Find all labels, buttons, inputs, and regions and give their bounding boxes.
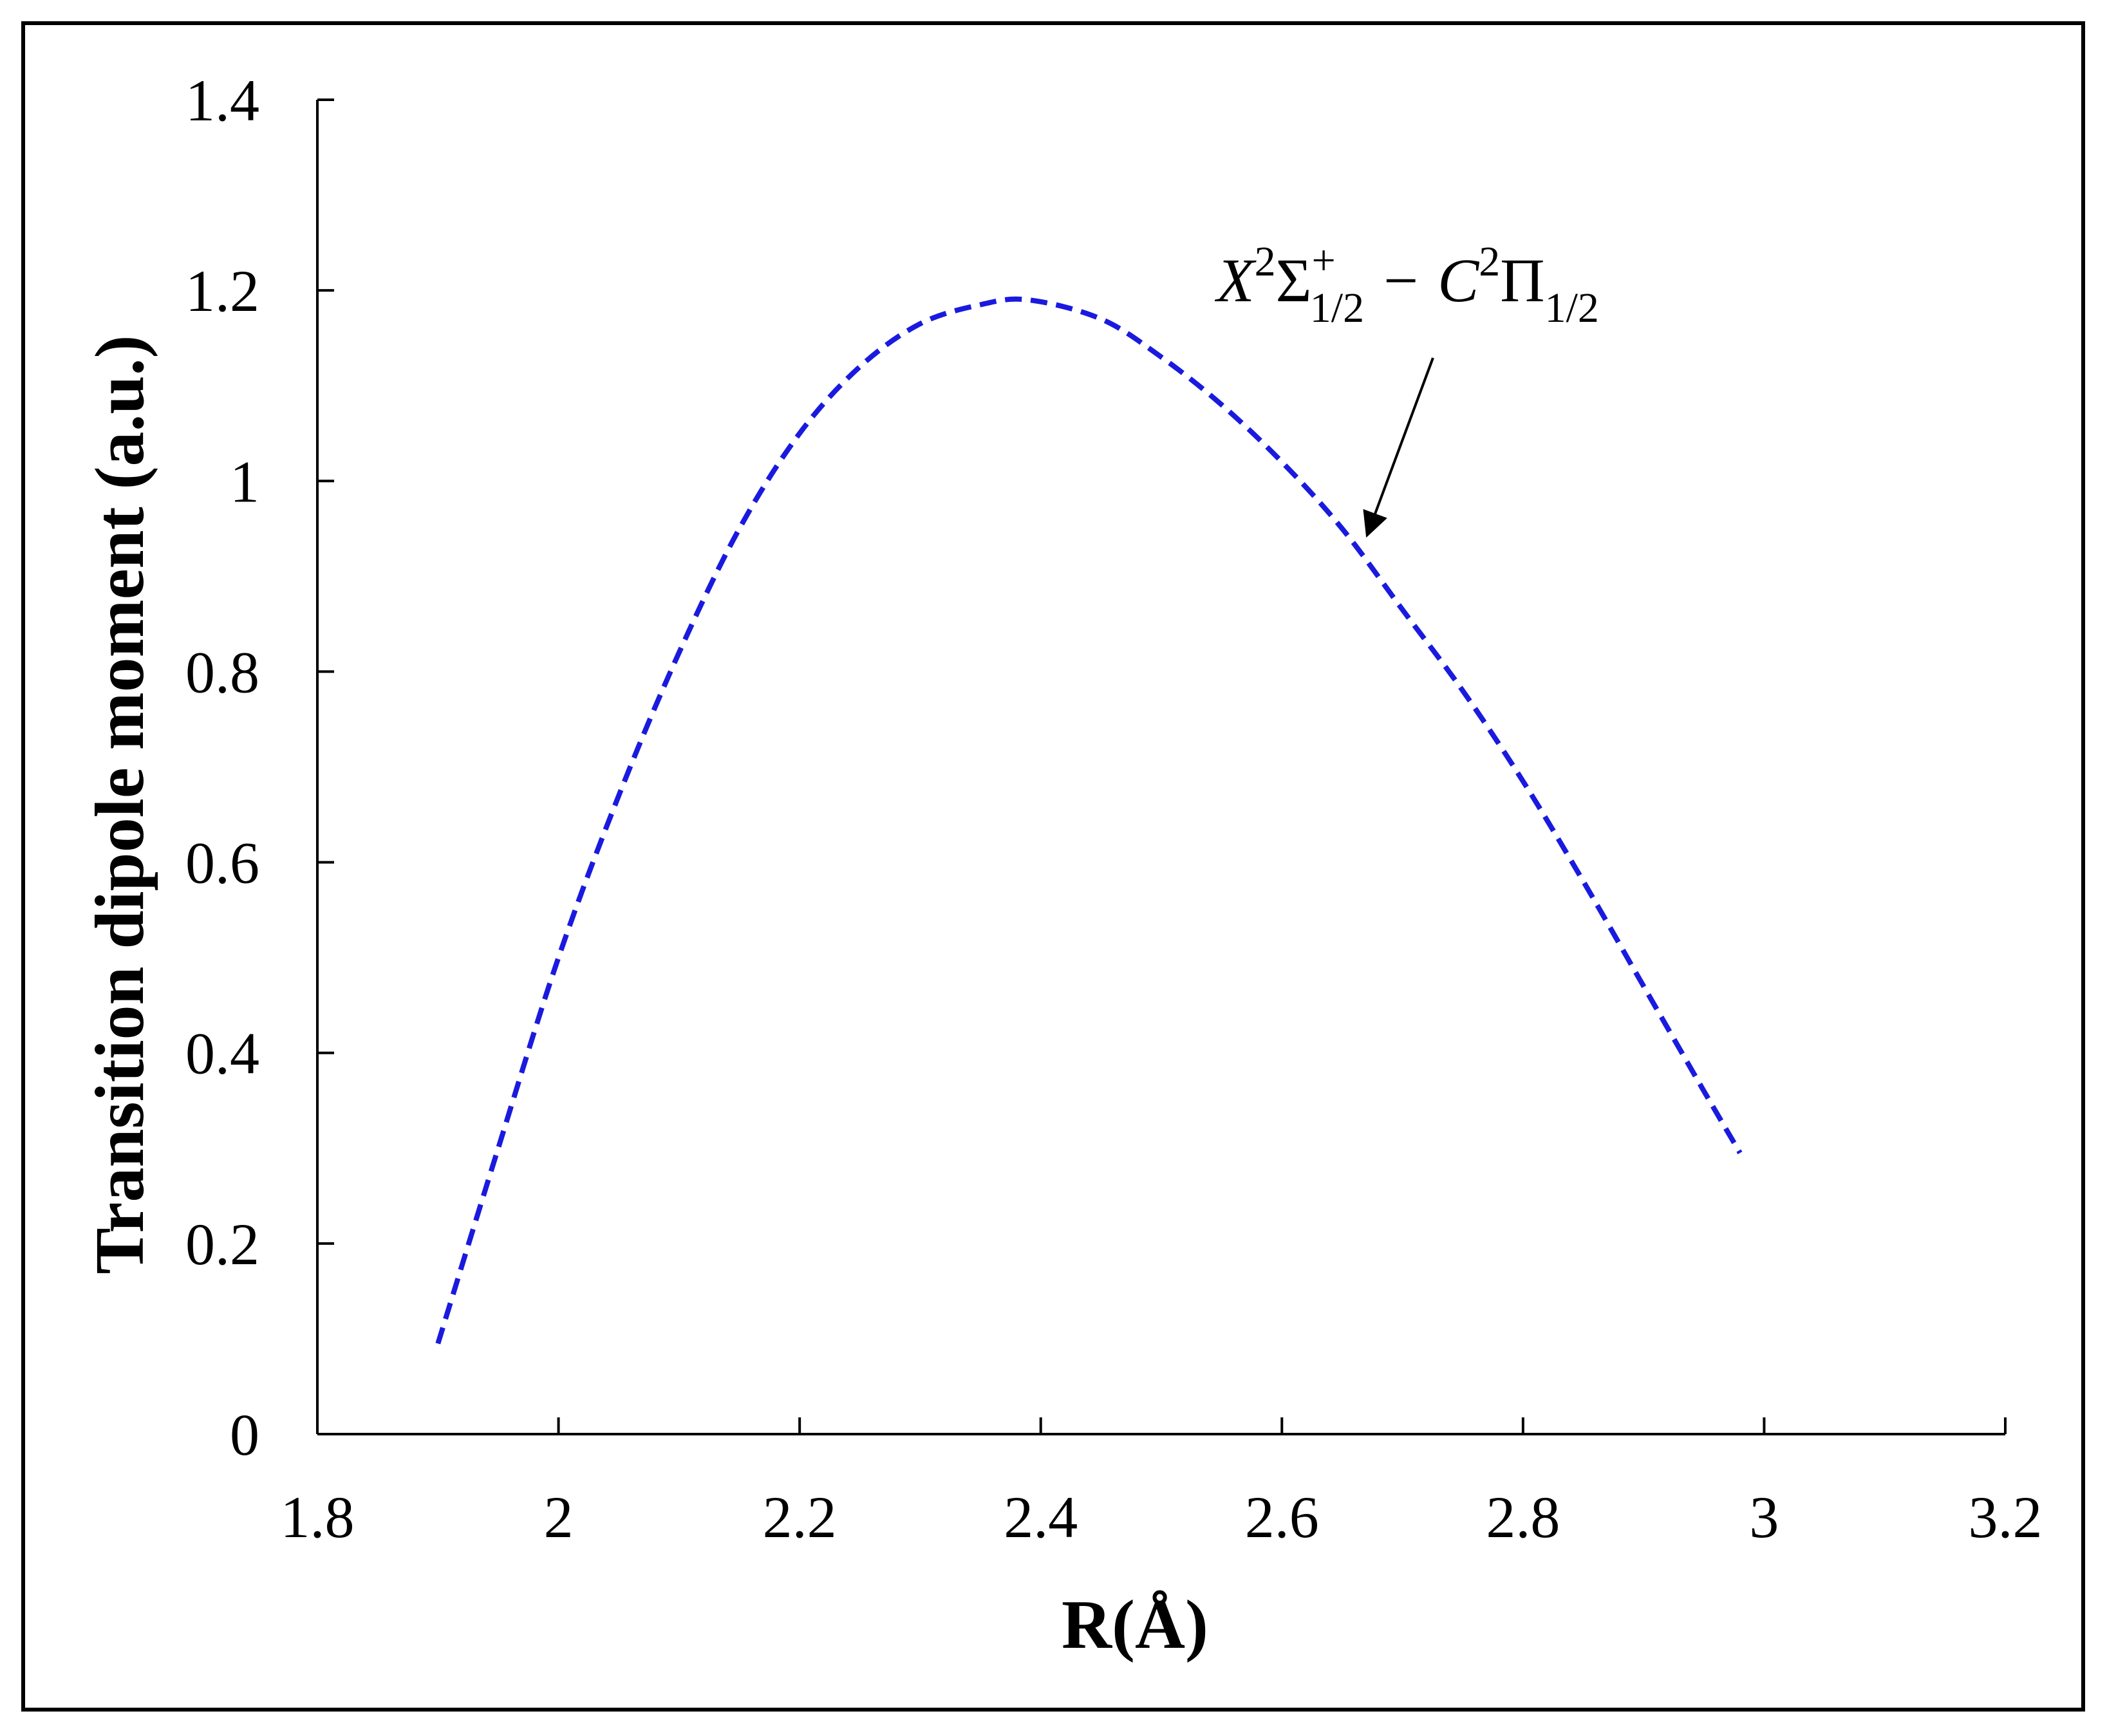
x-axis-title: R(Å) — [1062, 1587, 1208, 1663]
x-tick-label: 2.6 — [1245, 1484, 1319, 1550]
x-tick-label: 2.4 — [1004, 1484, 1078, 1550]
plot-series — [435, 296, 1743, 1345]
series-line — [435, 296, 1743, 1345]
y-tick-label: 0.4 — [185, 1021, 259, 1087]
y-axis-ticks: 0 0.2 0.4 0.6 0.8 1 1.2 1.4 — [185, 68, 334, 1468]
annotation-label: X2Σ+ 1/2− C2Π1/2 — [1214, 237, 1599, 331]
annotation-arrow — [1363, 357, 1434, 538]
x-axis-ticks: 1.8 2 2.2 2.4 2.6 2.8 3 3.2 — [281, 1417, 2043, 1550]
figure-border — [21, 21, 2085, 1712]
x-tick-label: 2 — [544, 1484, 574, 1550]
y-axis-title: Transition dipole moment (a.u.) — [82, 335, 158, 1274]
y-tick-label: 1 — [230, 449, 259, 514]
series-annotation: X2Σ+ 1/2− C2Π1/2 — [1214, 237, 1599, 538]
x-tick-label: 2.2 — [763, 1484, 837, 1550]
x-tick-label: 1.8 — [281, 1484, 355, 1550]
x-tick-label: 3.2 — [1969, 1484, 2043, 1550]
x-tick-label: 3 — [1749, 1484, 1779, 1550]
y-tick-label: 0.8 — [185, 639, 259, 705]
y-tick-label: 0 — [230, 1402, 259, 1468]
x-tick-label: 2.8 — [1486, 1484, 1560, 1550]
y-tick-label: 1.2 — [185, 258, 259, 324]
axes — [316, 100, 2005, 1435]
y-tick-label: 1.4 — [185, 68, 259, 133]
y-tick-label: 0.2 — [185, 1211, 259, 1277]
y-tick-label: 0.6 — [185, 830, 259, 896]
